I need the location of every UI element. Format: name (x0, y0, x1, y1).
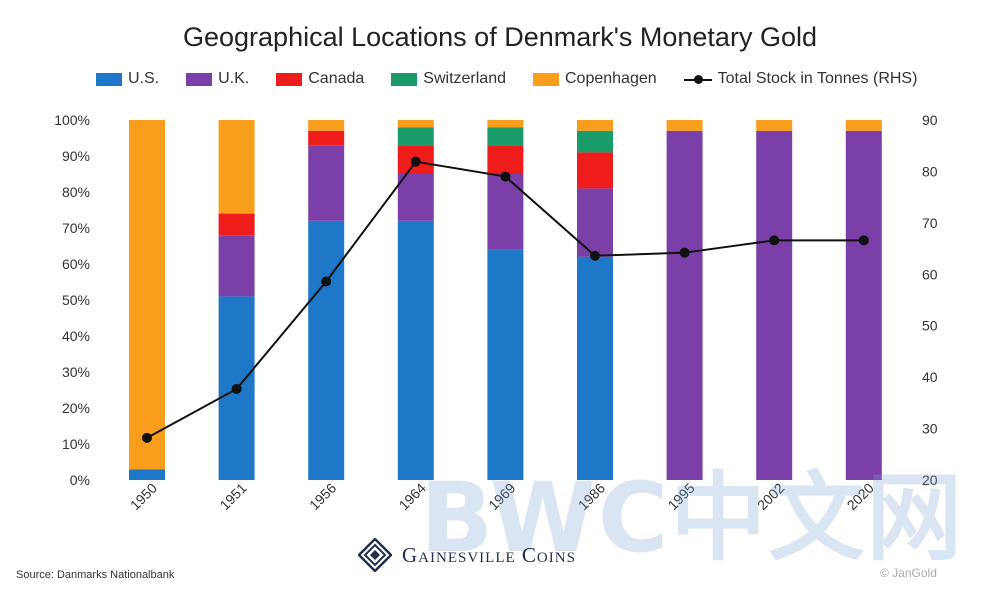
bar-segment (487, 174, 524, 250)
bar-segment (218, 120, 255, 214)
legend-line-marker (683, 73, 712, 86)
legend-item: U.K. (186, 70, 249, 88)
bar-segment (218, 213, 255, 236)
y-left-tick-label: 30% (62, 364, 90, 380)
x-tick-label: 1964 (396, 480, 429, 513)
bar-segment (397, 220, 434, 481)
bar-segment (308, 220, 345, 481)
y-left-tick-label: 60% (62, 256, 90, 272)
x-tick-label: 1969 (485, 480, 518, 513)
brand-name: Gainesville Coins (402, 542, 576, 567)
total-stock-point (500, 171, 511, 182)
y-right-tick-label: 80 (922, 163, 938, 179)
y-left-tick-label: 50% (62, 292, 90, 308)
y-left-tick-label: 20% (62, 400, 90, 416)
legend-label: Switzerland (423, 70, 506, 87)
total-stock-point (769, 235, 780, 246)
total-stock-point (142, 432, 152, 443)
bar-segment (397, 120, 434, 128)
bar-segment (845, 120, 882, 131)
y-right-tick-label: 30 (922, 421, 938, 437)
total-stock-point (410, 156, 421, 167)
bar-segment (308, 120, 345, 131)
source-note: Source: Danmarks Nationalbank (16, 569, 175, 581)
y-right-tick-label: 60 (922, 266, 938, 282)
bar-segment (756, 130, 793, 481)
legend-label: U.K. (218, 70, 250, 87)
y-left-tick-label: 70% (62, 220, 90, 236)
legend-swatch (276, 72, 303, 86)
legend-swatch (186, 72, 213, 86)
legend-item: Switzerland (391, 70, 506, 88)
bar-segment (666, 130, 703, 481)
bar-segment (397, 174, 434, 221)
legend-item: Canada (276, 70, 364, 88)
bar-segment (308, 130, 345, 146)
legend-label: Canada (308, 70, 365, 87)
y-left-tick-label: 80% (62, 184, 90, 200)
chart-title: Geographical Locations of Denmark's Mone… (183, 22, 817, 52)
legend-swatch (533, 72, 559, 86)
x-tick-label: 1995 (664, 480, 697, 513)
bar-segment (756, 120, 793, 131)
total-stock-point (679, 247, 690, 258)
y-right-tick-label: 90 (922, 112, 938, 128)
bar-segment (218, 235, 255, 297)
legend-label: Copenhagen (565, 70, 657, 87)
bar-segment (487, 145, 524, 174)
y-left-tick-label: 100% (54, 112, 90, 128)
image-credit: © JanGold (880, 566, 937, 580)
bar-segment (397, 127, 434, 146)
bar-segment (577, 256, 613, 480)
bar-segment (577, 188, 613, 257)
bar-segment (129, 120, 165, 470)
legend-swatch (391, 72, 418, 86)
y-right-tick-label: 40 (922, 369, 938, 385)
total-stock-point (231, 383, 242, 394)
chart-legend: U.S. U.K. Canada Switzerland Copenhagen Total… (96, 70, 944, 88)
y-left-tick-label: 40% (62, 328, 90, 344)
legend-label: U.S. (128, 70, 160, 87)
bar-segment (487, 249, 524, 480)
y-left-tick-label: 90% (62, 148, 90, 164)
bar-segment (129, 469, 165, 480)
brand-block: Gainesville Coins (358, 538, 576, 572)
bar-segment (577, 120, 613, 131)
x-tick-label: 2020 (844, 480, 877, 513)
bar-segment (845, 130, 882, 481)
legend-item: U.S. (96, 70, 159, 88)
y-left-tick-label: 0% (70, 472, 90, 488)
y-right-tick-label: 70 (922, 215, 938, 231)
legend-swatch (96, 72, 122, 86)
x-tick-label: 1986 (575, 480, 608, 513)
y-left-tick-label: 10% (62, 436, 90, 452)
bar-segment (487, 127, 524, 146)
legend-item-line: Total Stock in Tonnes (RHS) (683, 70, 918, 88)
bar-segment (577, 130, 613, 153)
total-stock-point (590, 250, 600, 261)
x-tick-label: 1951 (216, 480, 249, 513)
total-stock-point (858, 235, 869, 246)
brand-logo-icon (358, 538, 392, 572)
x-tick-label: 1956 (306, 480, 339, 513)
total-stock-point (321, 276, 332, 287)
bar-segment (577, 152, 613, 189)
y-right-tick-label: 50 (922, 318, 938, 334)
bar-segment (308, 145, 345, 221)
y-right-tick-label: 20 (922, 472, 938, 488)
legend-item: Copenhagen (533, 70, 657, 88)
bar-segment (487, 120, 524, 128)
x-tick-label: 2002 (754, 480, 787, 513)
bar-segment (666, 120, 703, 131)
legend-label: Total Stock in Tonnes (RHS) (717, 70, 918, 87)
x-tick-label: 1950 (127, 480, 160, 513)
